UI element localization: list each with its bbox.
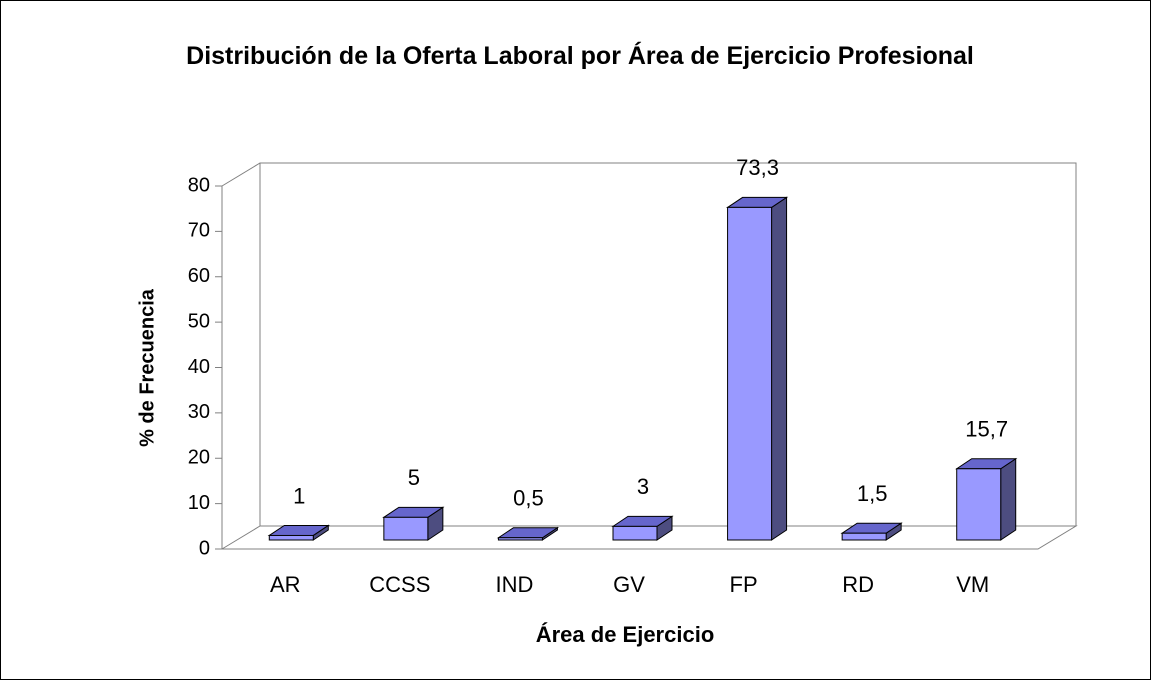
chart-title: Distribución de la Oferta Laboral por Ár… (186, 42, 974, 70)
data-label: 5 (408, 465, 420, 490)
bar (841, 532, 887, 541)
y-tick-label: 0 (199, 537, 210, 559)
y-axis-label: % de Frecuencia (136, 288, 158, 447)
bar (956, 468, 1002, 541)
bar (612, 525, 658, 541)
y-tick-label: 10 (188, 492, 210, 514)
data-label: 1 (293, 483, 305, 508)
data-label: 15,7 (965, 417, 1008, 442)
y-tick-label: 60 (188, 265, 210, 287)
x-axis-label: Área de Ejercicio (536, 622, 715, 647)
bar (383, 516, 429, 541)
x-tick-label: AR (270, 572, 301, 597)
y-tick-label: 80 (188, 174, 210, 196)
wall-edge (221, 162, 261, 187)
x-tick-label: IND (495, 572, 533, 597)
bar-side (1000, 457, 1017, 541)
floor (220, 525, 1078, 550)
y-tick-label: 20 (188, 447, 210, 469)
data-label: 0,5 (513, 486, 544, 511)
bar (268, 534, 314, 541)
x-tick-label: FP (730, 572, 758, 597)
bar (497, 537, 543, 541)
y-tick-label: 70 (188, 220, 210, 242)
x-tick-label: CCSS (369, 572, 430, 597)
x-tick-label: RD (842, 572, 874, 597)
y-tick-label: 30 (188, 401, 210, 423)
y-tick-label: 50 (188, 310, 210, 332)
x-tick-label: GV (613, 572, 645, 597)
bar (727, 206, 773, 541)
data-label: 73,3 (736, 155, 779, 180)
y-tick-label: 40 (188, 356, 210, 378)
data-label: 3 (637, 474, 649, 499)
data-label: 1,5 (857, 481, 888, 506)
bar-side (771, 196, 788, 541)
x-tick-label: VM (956, 572, 989, 597)
